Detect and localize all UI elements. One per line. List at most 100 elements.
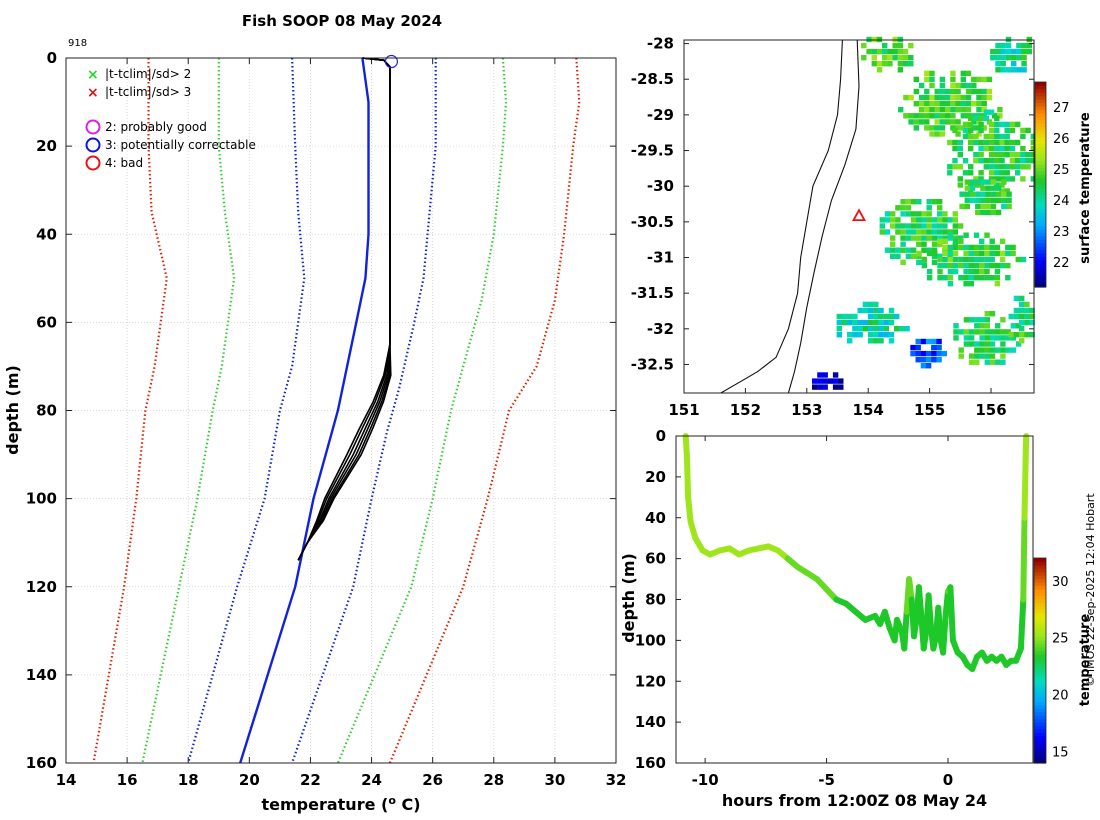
sst-pixel: [1010, 250, 1016, 257]
colorbar-tick-label: 27: [1053, 101, 1070, 116]
x-axis-label: temperature (o C): [261, 794, 420, 815]
temp-colorbar-swatch: [1034, 728, 1046, 733]
sst-pixel: [994, 262, 1001, 269]
temp-colorbar-swatch: [1034, 711, 1046, 716]
sst-pixel: [852, 332, 858, 338]
qc-flag-marker: [384, 54, 399, 69]
legend-label: |t-tclim|/sd> 3: [105, 85, 191, 99]
plot-frame: [65, 57, 617, 764]
sst-pixel: [882, 48, 888, 55]
sst-pixel: [876, 61, 883, 67]
sst-pixel: [950, 119, 956, 125]
sst-pixel: [900, 259, 906, 265]
sst-pixel: [965, 70, 972, 77]
sst-pixel: [995, 191, 1002, 197]
sst-pixel: [978, 121, 984, 128]
sst-pixel: [897, 67, 904, 73]
sst-pixel: [994, 121, 1000, 128]
sst-pixel: [979, 262, 985, 269]
sst-pixel: [1000, 341, 1006, 347]
sst-pixel: [1015, 139, 1021, 146]
sst-pixel: [984, 262, 990, 269]
sst-pixel: [979, 347, 985, 353]
sst-pixel: [952, 223, 958, 229]
legend-symbol: [85, 137, 101, 153]
temp-colorbar-swatch: [1034, 681, 1046, 686]
sst-pixel: [908, 42, 914, 49]
sst-pixel: [1024, 307, 1030, 314]
series-line-clim-1sd: [187, 57, 306, 764]
sst-pixel: [968, 317, 975, 323]
sst-pixel: [888, 338, 895, 344]
sst-pixel: [921, 241, 927, 247]
sst-pixel: [962, 170, 969, 176]
sst-pixel: [986, 76, 993, 83]
track-segment: [915, 584, 925, 619]
sst-pixel: [939, 94, 946, 101]
sst-pixel: [955, 131, 961, 137]
sst-pixel: [838, 378, 844, 384]
sst-pixel: [968, 182, 974, 188]
sst-pixel: [957, 145, 963, 152]
sst-pixel: [953, 329, 959, 335]
sst-pixel: [1005, 42, 1012, 49]
sst-pixel: [1019, 332, 1025, 338]
plot-area: [676, 436, 1033, 763]
sst-pixel: [994, 164, 1000, 170]
sst-pixel: [945, 88, 951, 95]
sst-pixel: [985, 185, 991, 191]
sst-pixel: [958, 262, 964, 269]
sst-pixel: [988, 158, 995, 164]
track-segment: [685, 494, 694, 525]
sst-pixel: [965, 88, 972, 95]
sst-pixel: [1009, 152, 1016, 158]
sst-pixel: [990, 191, 997, 197]
sst-pixel: [978, 127, 984, 134]
sst-pixel: [1004, 152, 1010, 158]
temp-colorbar-swatch: [1034, 722, 1046, 727]
tick-label-y: 40: [36, 225, 57, 243]
sst-pixel: [962, 127, 969, 134]
sst-pixel: [929, 76, 935, 83]
sst-pixel: [989, 311, 996, 317]
sst-pixel: [1008, 313, 1014, 320]
sst-pixel: [958, 244, 964, 251]
sst-pixel: [884, 247, 891, 253]
sst-pixel: [973, 268, 980, 275]
temp-colorbar-swatch: [1034, 564, 1046, 569]
sst-pixel: [963, 329, 970, 335]
sst-pixel: [994, 244, 1001, 251]
sst-pixel: [931, 229, 938, 235]
sst-pixel: [931, 235, 938, 241]
sst-pixel: [882, 55, 888, 61]
sst-pixel: [939, 119, 946, 125]
sst-colorbar-swatch: [1035, 222, 1046, 227]
sst-pixel: [931, 357, 937, 363]
sst-pixel: [994, 127, 1000, 134]
sst-pixel: [931, 247, 938, 253]
legend-symbol: ×: [87, 85, 99, 101]
sst-pixel: [975, 209, 981, 216]
sst-pixel: [1015, 158, 1021, 164]
sst-colorbar-swatch: [1035, 126, 1046, 131]
sst-pixel: [975, 203, 981, 210]
sst-pixel: [1004, 176, 1010, 182]
sst-pixel: [947, 275, 954, 281]
tick-label-y: 160: [635, 754, 666, 772]
legend-symbol: [85, 155, 101, 171]
sst-pixel: [867, 301, 874, 308]
sst-pixel: [934, 94, 940, 101]
tick-label-x: 30: [544, 771, 565, 789]
tick-label-x: -10: [692, 771, 719, 789]
sst-pixel: [989, 256, 995, 263]
sst-pixel: [1005, 275, 1011, 281]
sst-pixel: [963, 232, 969, 238]
sst-pixel: [1009, 164, 1016, 170]
sst-pixel: [905, 253, 912, 259]
sst-pixel: [936, 338, 942, 345]
sst-pixel: [897, 42, 904, 49]
sst-pixel: [999, 238, 1006, 244]
sst-pixel: [1005, 329, 1011, 335]
sst-pixel: [1008, 332, 1014, 338]
sst-pixel: [904, 326, 910, 332]
